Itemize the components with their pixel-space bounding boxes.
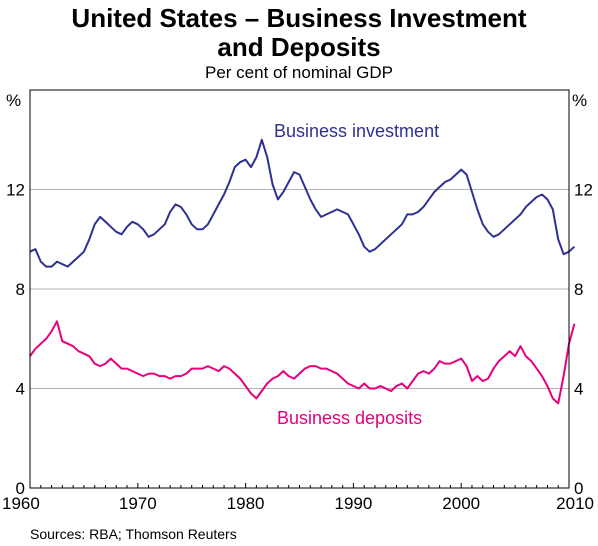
chart-title-line-2: and Deposits [217, 32, 381, 62]
y-tick-label-right-4: 4 [574, 380, 583, 399]
y-unit-right: % [572, 91, 587, 110]
series-layer [29, 138, 576, 405]
chart-subtitle: Per cent of nominal GDP [204, 63, 394, 82]
chart-title-line-1: United States – Business Investment [71, 3, 527, 33]
x-tick-label-1990: 1990 [334, 494, 372, 513]
series-label-business-deposits: Business deposits [277, 408, 422, 428]
tick-marks [29, 483, 570, 488]
axis-labels: 0 0 4 4 8 8 12 12 1960 1970 1980 1990 2000 2010 [2, 181, 594, 514]
y-unit-left: % [6, 91, 21, 110]
y-tick-label-left-12: 12 [6, 181, 25, 200]
x-tick-label-1960: 1960 [2, 494, 40, 513]
x-tick-label-1970: 1970 [119, 494, 157, 513]
y-tick-label-right-0: 0 [574, 479, 583, 498]
gridlines [30, 189, 569, 389]
y-tick-label-left-8: 8 [16, 280, 25, 299]
y-tick-label-left-4: 4 [16, 380, 25, 399]
x-tick-label-2000: 2000 [442, 494, 480, 513]
series-label-business-investment: Business investment [274, 121, 439, 141]
y-tick-label-right-12: 12 [574, 181, 593, 200]
x-tick-label-2010: 2010 [556, 494, 594, 513]
y-tick-label-left-0: 0 [16, 479, 25, 498]
y-tick-label-right-8: 8 [574, 280, 583, 299]
x-tick-label-1980: 1980 [227, 494, 265, 513]
series-line-business-investment [29, 138, 576, 268]
source-note: Sources: RBA; Thomson Reuters [30, 526, 237, 542]
series-line-business-deposits [29, 320, 576, 405]
